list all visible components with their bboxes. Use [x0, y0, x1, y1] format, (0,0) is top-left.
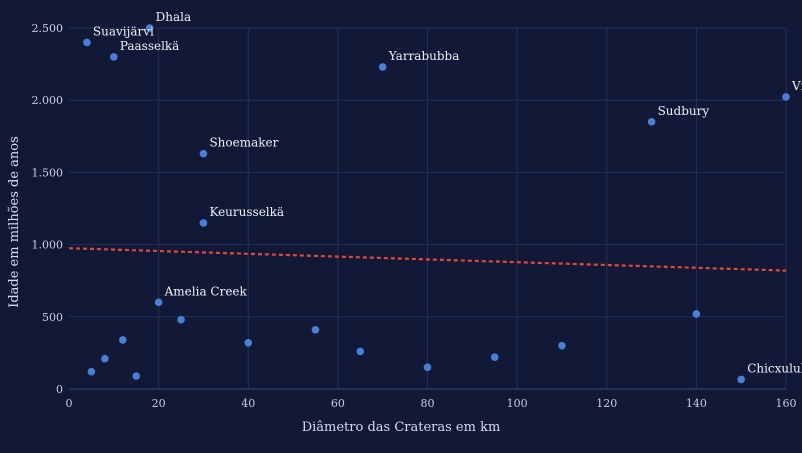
- data-point: [199, 149, 208, 158]
- x-tick-label: 140: [686, 397, 707, 410]
- data-point: [110, 53, 118, 61]
- x-tick-label: 40: [241, 397, 255, 410]
- point-label: Paasselkä: [120, 39, 180, 53]
- point-label: Keurusselkä: [209, 205, 284, 219]
- trendline-layer: [68, 247, 787, 272]
- x-tick-label: 20: [152, 397, 166, 410]
- data-point: [558, 341, 566, 350]
- data-point: [737, 375, 745, 384]
- x-tick-label: 80: [421, 397, 435, 410]
- data-point: [692, 310, 701, 318]
- y-tick-label: 1.000: [32, 239, 64, 252]
- point-label: Yarrabubba: [388, 49, 460, 63]
- y-tick-label: 1.500: [32, 166, 64, 179]
- point-label: Suavijärvi: [93, 24, 154, 38]
- data-point: [490, 353, 499, 362]
- trendline: [68, 247, 787, 272]
- x-tick-label: 120: [596, 397, 617, 410]
- point-label: Chicxulub: [747, 361, 802, 375]
- y-tick-label: 500: [42, 311, 63, 324]
- y-axis-title: Idade em milhões de anos: [7, 136, 22, 308]
- point-label: Shoemaker: [209, 136, 278, 150]
- point-label: Dhala: [156, 10, 192, 24]
- data-point: [378, 63, 387, 71]
- data-point: [132, 372, 141, 380]
- data-point: [311, 325, 320, 334]
- points-layer: [83, 24, 790, 384]
- point-label: Sudbury: [658, 104, 710, 118]
- y-tick-label: 0: [56, 383, 63, 396]
- data-point: [118, 336, 127, 344]
- point-label: Vr: [791, 79, 802, 93]
- data-point: [199, 219, 208, 227]
- data-point: [647, 118, 656, 126]
- data-point: [782, 93, 790, 101]
- data-point: [83, 38, 91, 47]
- x-tick-label: 100: [507, 397, 528, 410]
- grid-layer: [69, 27, 787, 389]
- point-label: Amelia Creek: [164, 284, 248, 298]
- data-point: [423, 363, 432, 372]
- x-tick-label: 160: [776, 397, 797, 410]
- x-tick-label: 60: [331, 397, 345, 410]
- data-point: [177, 315, 185, 324]
- x-tick-label: 0: [66, 397, 73, 410]
- data-point: [356, 347, 365, 356]
- data-point: [101, 354, 109, 363]
- x-axis-title: Diâmetro das Crateras em km: [302, 420, 501, 435]
- y-tick-label: 2.500: [32, 22, 64, 35]
- data-point: [145, 24, 154, 32]
- y-tick-label: 2.000: [32, 94, 64, 107]
- axis-layer: 0 20 40 60 80 100 120 140 160 0 500 1.000 1.500 2.000…: [32, 22, 797, 410]
- data-point: [154, 298, 163, 307]
- data-point: [87, 367, 96, 376]
- data-point: [244, 338, 253, 347]
